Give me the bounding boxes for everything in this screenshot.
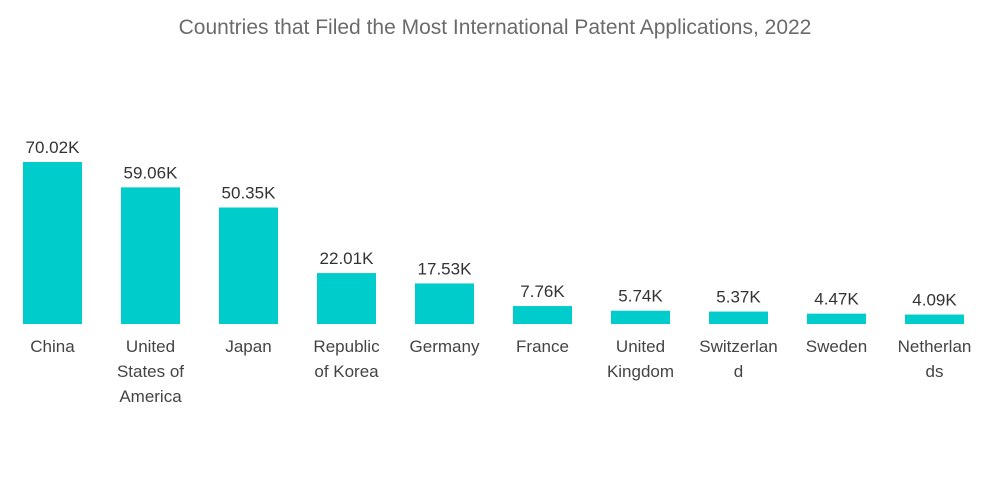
bar-6 (611, 310, 670, 324)
bar-0 (23, 162, 82, 324)
category-label-0: China (30, 337, 75, 356)
value-label-3: 22.01K (320, 249, 375, 268)
value-label-5: 7.76K (520, 282, 565, 301)
bar-1 (121, 187, 180, 324)
category-label-8: Sweden (806, 337, 867, 356)
bar-5 (513, 306, 572, 324)
bar-3 (317, 273, 376, 324)
bar-8 (807, 313, 866, 324)
category-label-6: United Kingdom (607, 337, 674, 381)
category-label-5: France (516, 337, 569, 356)
value-label-1: 59.06K (124, 163, 179, 182)
category-label-9: Netherlan ds (898, 337, 972, 381)
value-label-6: 5.74K (618, 287, 663, 306)
category-label-1: United States of America (117, 337, 184, 406)
value-label-7: 5.37K (716, 288, 761, 307)
category-label-3: Republic of Korea (313, 337, 380, 381)
bars-group (23, 162, 964, 324)
category-label-4: Germany (410, 337, 480, 356)
bar-4 (415, 283, 474, 324)
bar-7 (709, 311, 768, 324)
value-label-2: 50.35K (222, 184, 277, 203)
chart-title: Countries that Filed the Most Internatio… (178, 16, 812, 39)
category-label-2: Japan (225, 337, 271, 356)
value-label-0: 70.02K (26, 138, 81, 157)
value-labels-group: 70.02K 59.06K 50.35K 22.01K 17.53K 7.76K 5.74K… (26, 138, 958, 310)
value-label-4: 17.53K (418, 259, 473, 278)
value-label-9: 4.09K (912, 291, 957, 310)
bar-2 (219, 207, 278, 324)
category-label-7: Switzerlan d (699, 337, 777, 381)
category-labels-group: China United States of America Japan Republic… (30, 337, 971, 406)
bar-9 (905, 314, 964, 324)
value-label-8: 4.47K (814, 290, 859, 309)
